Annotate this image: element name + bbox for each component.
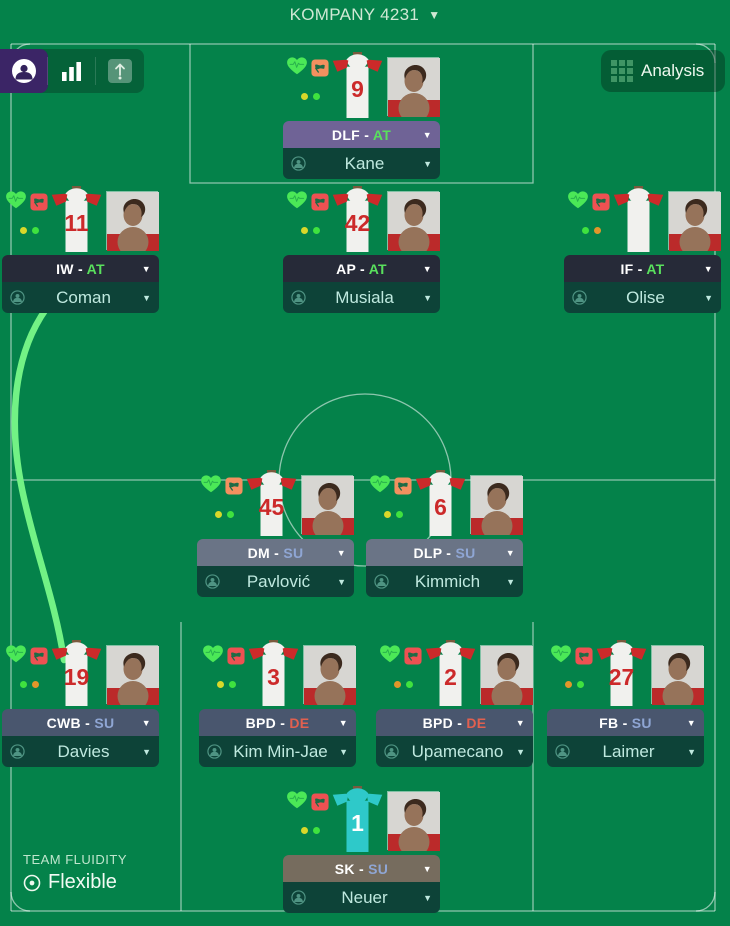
svg-text:45: 45: [259, 494, 285, 520]
svg-text:3: 3: [267, 664, 280, 690]
svg-text:6: 6: [434, 494, 447, 520]
svg-text:9: 9: [351, 76, 364, 102]
svg-text:11: 11: [64, 210, 88, 236]
svg-text:27: 27: [609, 664, 634, 690]
svg-text:2: 2: [444, 664, 457, 690]
svg-text:1: 1: [351, 810, 364, 836]
svg-text:42: 42: [345, 210, 370, 236]
svg-text:19: 19: [64, 664, 89, 690]
